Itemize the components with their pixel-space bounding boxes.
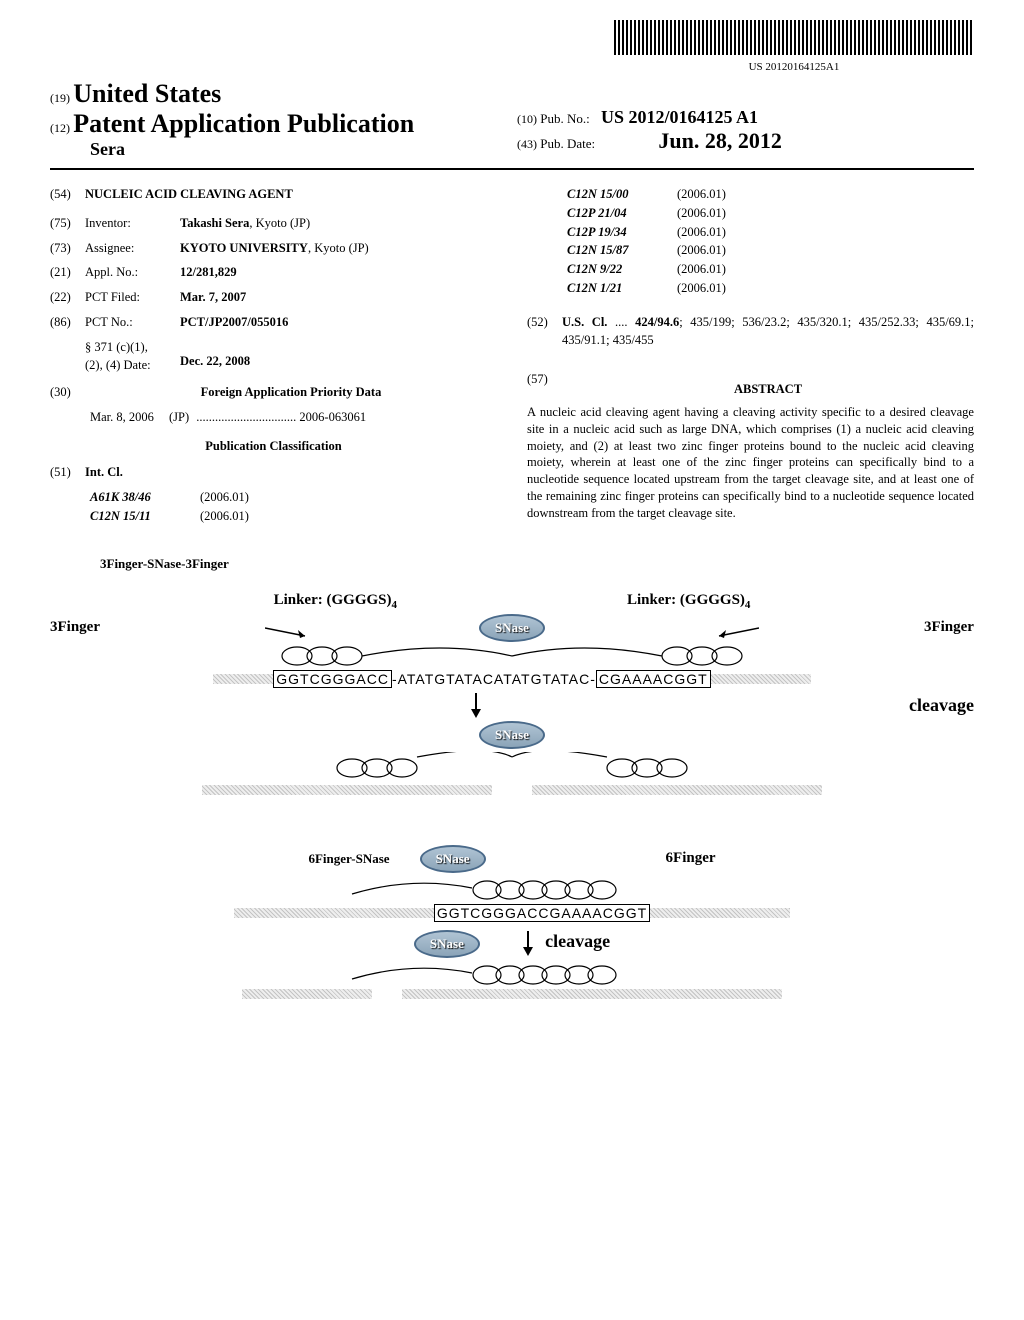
ipc-code-4: C12P 19/34 (567, 223, 677, 242)
finger-chain-bottom (137, 752, 887, 782)
priority-date: Mar. 8, 2006 (90, 410, 154, 424)
figure-1: 3Finger-SNase-3Finger Linker: (GGGGS)4 L… (50, 556, 974, 795)
ipc-year-1: (2006.01) (200, 507, 249, 526)
n86b-label: § 371 (c)(1), (2), (4) Date: (85, 338, 180, 376)
bibliographic-data: (54) NUCLEIC ACID CLEAVING AGENT (75) In… (50, 185, 974, 526)
priority-dots: ................................ (196, 410, 296, 424)
ipc-year-6: (2006.01) (677, 260, 726, 279)
ipc-code-6: C12N 9/22 (567, 260, 677, 279)
linker-right-sub: 4 (745, 599, 751, 611)
n51-num: (51) (50, 463, 85, 482)
pub-date-prefix: (43) (517, 137, 537, 151)
linker-left: Linker: (GGGGS) (274, 592, 392, 608)
n51-label: Int. Cl. (85, 463, 123, 482)
assignee-name: KYOTO UNIVERSITY (180, 241, 308, 255)
n86-label: PCT No.: (85, 313, 180, 332)
inventor-loc: , Kyoto (JP) (249, 216, 310, 230)
barcode-section: US 20120164125A1 (50, 20, 974, 74)
ipc-code-3: C12P 21/04 (567, 204, 677, 223)
6finger-label: 6Finger (666, 850, 716, 867)
header: (19) United States (12) Patent Applicati… (50, 79, 974, 160)
n57-num: (57) (527, 370, 562, 404)
assignee-loc: , Kyoto (JP) (308, 241, 369, 255)
ipc-year-3: (2006.01) (677, 204, 726, 223)
figure-1-title: 3Finger-SNase-3Finger (100, 556, 974, 572)
n73-num: (73) (50, 239, 85, 258)
down-arrow-icon (520, 931, 536, 956)
seq-right: CGAAAACGGT (596, 670, 711, 688)
3finger-right: 3Finger (924, 619, 974, 636)
pub-date-label: Pub. Date: (540, 136, 595, 151)
priority-num: 2006-063061 (299, 410, 366, 424)
n52-value1: 424/94.6 (635, 315, 679, 329)
arrow-icon (265, 618, 315, 638)
pub-no: US 2012/0164125 A1 (601, 107, 758, 127)
ipc-code-0: A61K 38/46 (90, 488, 200, 507)
n52-label: U.S. Cl. (562, 315, 607, 329)
snase-pill-bottom: SNase (479, 721, 545, 749)
seq-mid: -ATATGTATACATATGTATAC- (392, 671, 596, 687)
ipc-year-4: (2006.01) (677, 223, 726, 242)
n30-num: (30) (50, 383, 85, 402)
invention-title: NUCLEIC ACID CLEAVING AGENT (85, 185, 293, 204)
priority-country: (JP) (169, 410, 189, 424)
arrow-icon (709, 618, 759, 638)
cleavage-label: cleavage (909, 695, 974, 716)
snase-pill: SNase (479, 614, 545, 642)
3finger-left: 3Finger (50, 619, 100, 636)
snase-pill-2: SNase (420, 845, 486, 873)
n75-num: (75) (50, 214, 85, 233)
ipc-code-5: C12N 15/87 (567, 241, 677, 260)
n52-num: (52) (527, 313, 562, 351)
abstract-text: A nucleic acid cleaving agent having a c… (527, 404, 974, 522)
n73-label: Assignee: (85, 239, 180, 258)
n52-dots: .... (615, 315, 628, 329)
ipc-code-2: C12N 15/00 (567, 185, 677, 204)
seq-6finger: GGTCGGGACCGAAAACGGT (434, 904, 650, 922)
finger-chain-top (162, 645, 862, 667)
n54-num: (54) (50, 185, 85, 204)
pub-prefix: (12) (50, 121, 70, 135)
pub-type: Patent Application Publication (73, 109, 414, 138)
pub-date: Jun. 28, 2012 (658, 128, 781, 153)
pub-no-prefix: (10) (517, 112, 537, 126)
authority-prefix: (19) (50, 91, 70, 105)
n86b-value: Dec. 22, 2008 (180, 338, 497, 376)
linker-right: Linker: (GGGGS) (627, 592, 745, 608)
n30-label: Foreign Application Priority Data (85, 383, 497, 402)
n21-label: Appl. No.: (85, 263, 180, 282)
finger-chain-6 (212, 876, 812, 901)
abstract-title: ABSTRACT (562, 380, 974, 399)
n22-label: PCT Filed: (85, 288, 180, 307)
seq-left: GGTCGGGACC (273, 670, 392, 688)
ipc-year-2: (2006.01) (677, 185, 726, 204)
pub-class-header: Publication Classification (50, 437, 497, 456)
n21-num: (21) (50, 263, 85, 282)
n75-label: Inventor: (85, 214, 180, 233)
inventor-name: Takashi Sera (180, 216, 249, 230)
ipc-code-7: C12N 1/21 (567, 279, 677, 298)
pct-filed: Mar. 7, 2007 (180, 288, 497, 307)
linker-left-sub: 4 (392, 599, 398, 611)
down-arrow-icon (468, 693, 484, 718)
authority: United States (73, 79, 221, 108)
n22-num: (22) (50, 288, 85, 307)
finger-chain-6b (212, 961, 812, 986)
ipc-code-1: C12N 15/11 (90, 507, 200, 526)
n86-num: (86) (50, 313, 85, 332)
ipc-year-7: (2006.01) (677, 279, 726, 298)
pub-no-label: Pub. No.: (540, 111, 589, 126)
barcode-number: US 20120164125A1 (614, 61, 974, 73)
figure-2-title: 6Finger-SNase (308, 851, 389, 867)
barcode: US 20120164125A1 (614, 20, 974, 73)
inventor-short: Sera (90, 139, 125, 159)
pct-no: PCT/JP2007/055016 (180, 313, 497, 332)
figure-2: 6Finger-SNase SNase 6Finger GGTCGGGACCG (50, 845, 974, 999)
cleavage-label-2: cleavage (545, 931, 610, 951)
appl-no: 12/281,829 (180, 263, 497, 282)
snase-pill-2b: SNase (414, 930, 480, 958)
ipc-year-0: (2006.01) (200, 488, 249, 507)
ipc-year-5: (2006.01) (677, 241, 726, 260)
